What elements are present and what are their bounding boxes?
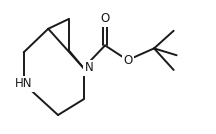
Text: O: O (100, 12, 110, 25)
Text: N: N (84, 62, 93, 75)
Text: O: O (123, 54, 132, 67)
Text: HN: HN (15, 77, 32, 90)
